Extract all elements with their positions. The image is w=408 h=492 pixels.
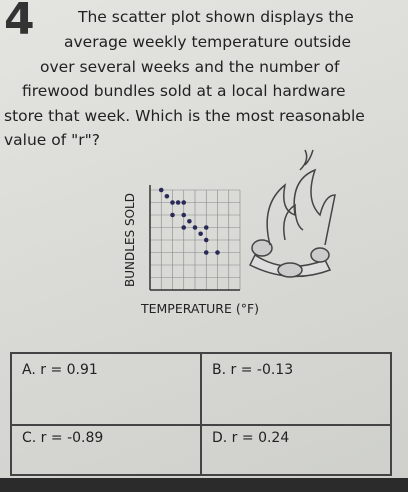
question-line: over several weeks and the number of [40, 58, 340, 76]
point [203, 250, 209, 255]
point [203, 225, 209, 230]
answer-option: A. r = 0.91 [22, 362, 98, 378]
question-line: store that week. Which is the most reaso… [4, 107, 365, 125]
question-line: average weekly temperature outside [64, 33, 352, 51]
answer-table: A. r = 0.91 B. r = -0.13 C. r = -0.89 D. r … [10, 352, 392, 476]
point [198, 231, 203, 237]
x-axis-label: TEMPERATURE (°F) [140, 301, 259, 316]
point [181, 200, 187, 205]
point [158, 187, 164, 193]
point [181, 212, 187, 218]
divider [200, 354, 202, 474]
point [187, 218, 192, 224]
point [215, 250, 220, 255]
point [175, 200, 181, 205]
point [203, 237, 209, 243]
divider [12, 424, 390, 426]
answer-option: B. r = -0.13 [212, 362, 294, 378]
point [164, 193, 170, 199]
firewood-illustration [248, 149, 336, 278]
question-line: value of "r"? [4, 131, 100, 149]
answer-option: C. r = -0.89 [22, 430, 104, 446]
question-number: 4 [4, 0, 35, 45]
point [170, 212, 175, 218]
point [192, 225, 198, 230]
question-line: The scatter plot shown displays the [78, 8, 354, 26]
question-line: firewood bundles sold at a local hardwar… [22, 82, 346, 100]
point [181, 225, 187, 230]
answer-option: D. r = 0.24 [212, 430, 290, 446]
point [170, 200, 175, 205]
worksheet: 4 The scatter plot shown displays the ave… [0, 0, 408, 478]
y-axis-label: BUNDLES SOLD [123, 193, 137, 287]
